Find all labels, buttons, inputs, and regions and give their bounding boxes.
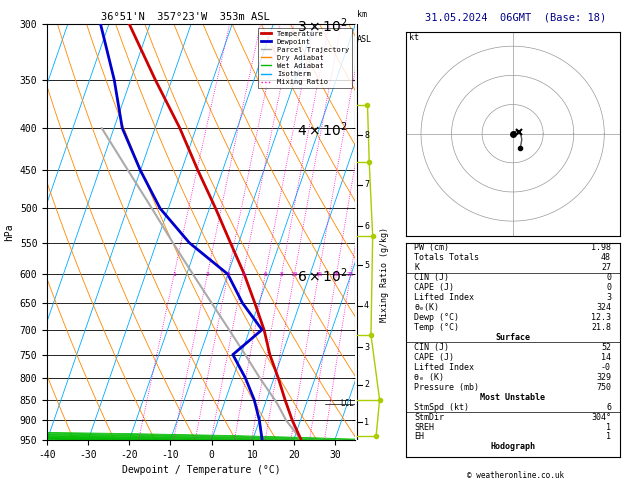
Text: Dewp (°C): Dewp (°C) xyxy=(415,313,459,322)
Text: StmSpd (kt): StmSpd (kt) xyxy=(415,402,469,412)
Text: 48: 48 xyxy=(601,253,611,262)
Y-axis label: hPa: hPa xyxy=(4,223,14,241)
Text: 2: 2 xyxy=(206,272,209,277)
Text: PW (cm): PW (cm) xyxy=(415,243,449,252)
Text: 3: 3 xyxy=(364,343,369,352)
Text: Totals Totals: Totals Totals xyxy=(415,253,479,262)
Text: 304°: 304° xyxy=(591,413,611,421)
Text: © weatheronline.co.uk: © weatheronline.co.uk xyxy=(467,471,564,480)
Text: 52: 52 xyxy=(601,343,611,352)
Text: 329: 329 xyxy=(596,373,611,382)
Text: -0: -0 xyxy=(601,363,611,372)
Text: Hodograph: Hodograph xyxy=(490,442,535,451)
Text: 3: 3 xyxy=(606,293,611,302)
Text: km: km xyxy=(357,10,367,18)
Text: 4: 4 xyxy=(364,301,369,310)
Text: 31.05.2024  06GMT  (Base: 18): 31.05.2024 06GMT (Base: 18) xyxy=(425,12,606,22)
Text: 8: 8 xyxy=(364,131,369,139)
Legend: Temperature, Dewpoint, Parcel Trajectory, Dry Adiabat, Wet Adiabat, Isotherm, Mi: Temperature, Dewpoint, Parcel Trajectory… xyxy=(258,28,352,88)
Text: Lifted Index: Lifted Index xyxy=(415,293,474,302)
Text: 25: 25 xyxy=(347,272,354,277)
Text: 6: 6 xyxy=(606,402,611,412)
X-axis label: Dewpoint / Temperature (°C): Dewpoint / Temperature (°C) xyxy=(122,465,281,475)
Text: 324: 324 xyxy=(596,303,611,312)
Text: Pressure (mb): Pressure (mb) xyxy=(415,382,479,392)
Text: 1: 1 xyxy=(606,433,611,441)
Text: CAPE (J): CAPE (J) xyxy=(415,283,454,292)
Text: 0: 0 xyxy=(606,283,611,292)
Text: 10: 10 xyxy=(291,272,298,277)
Text: 15: 15 xyxy=(315,272,323,277)
Text: SREH: SREH xyxy=(415,422,434,432)
Text: 4: 4 xyxy=(242,272,245,277)
Text: K: K xyxy=(415,263,420,272)
Text: 5: 5 xyxy=(364,260,369,270)
Text: 1: 1 xyxy=(172,272,176,277)
Text: Temp (°C): Temp (°C) xyxy=(415,323,459,332)
Text: 3: 3 xyxy=(226,272,230,277)
Text: Mixing Ratio (g/kg): Mixing Ratio (g/kg) xyxy=(381,226,389,322)
Text: 6: 6 xyxy=(364,222,369,230)
Text: ASL: ASL xyxy=(357,35,372,44)
Text: Lifted Index: Lifted Index xyxy=(415,363,474,372)
Text: 36°51'N  357°23'W  353m ASL: 36°51'N 357°23'W 353m ASL xyxy=(101,12,270,22)
Text: 1: 1 xyxy=(606,422,611,432)
Text: CIN (J): CIN (J) xyxy=(415,273,449,282)
Text: 20: 20 xyxy=(333,272,340,277)
Text: StmDir: StmDir xyxy=(415,413,444,421)
Text: CIN (J): CIN (J) xyxy=(415,343,449,352)
Text: 1.98: 1.98 xyxy=(591,243,611,252)
Text: EH: EH xyxy=(415,433,424,441)
Text: CAPE (J): CAPE (J) xyxy=(415,353,454,362)
Text: 7: 7 xyxy=(364,180,369,189)
Text: 1: 1 xyxy=(364,418,369,427)
Text: 0: 0 xyxy=(606,273,611,282)
Text: kt: kt xyxy=(409,34,419,42)
Text: 21.8: 21.8 xyxy=(591,323,611,332)
Text: 8: 8 xyxy=(280,272,284,277)
Text: θₑ (K): θₑ (K) xyxy=(415,373,444,382)
Text: 27: 27 xyxy=(601,263,611,272)
Text: 6: 6 xyxy=(264,272,267,277)
Text: 750: 750 xyxy=(596,382,611,392)
Text: Most Unstable: Most Unstable xyxy=(480,393,545,401)
Text: LCL: LCL xyxy=(340,399,354,408)
Text: θₑ(K): θₑ(K) xyxy=(415,303,439,312)
Text: 14: 14 xyxy=(601,353,611,362)
Text: 12.3: 12.3 xyxy=(591,313,611,322)
Text: 2: 2 xyxy=(364,380,369,389)
Text: Surface: Surface xyxy=(495,333,530,342)
